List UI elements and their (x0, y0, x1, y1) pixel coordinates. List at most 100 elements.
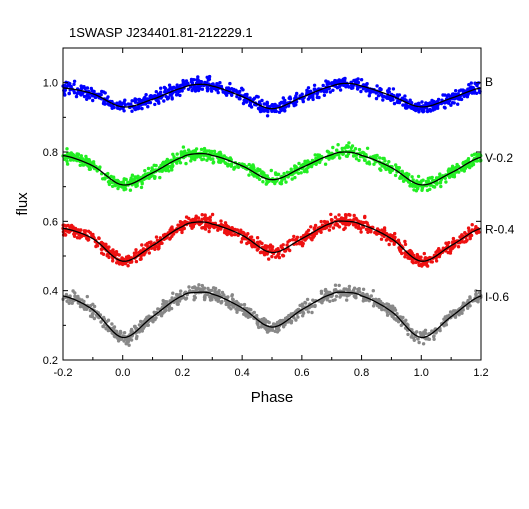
data-point (84, 306, 89, 310)
data-point (228, 81, 232, 86)
data-point (336, 143, 340, 147)
data-point (126, 102, 130, 106)
data-point (301, 310, 305, 314)
data-point (394, 163, 398, 167)
data-point (72, 79, 77, 84)
data-point (344, 216, 348, 220)
data-point (212, 149, 217, 153)
data-point (196, 216, 201, 220)
data-point (154, 90, 158, 94)
data-point (411, 178, 415, 182)
data-point (82, 94, 87, 99)
data-point (175, 152, 179, 156)
data-point (255, 94, 259, 99)
data-point (196, 88, 201, 93)
data-point (167, 307, 171, 312)
data-point (242, 98, 246, 103)
data-point (382, 226, 387, 230)
data-point (200, 87, 205, 91)
data-point (218, 81, 222, 85)
data-point (403, 239, 407, 244)
data-point (106, 180, 111, 184)
data-point (384, 231, 389, 236)
data-point (306, 310, 311, 314)
data-point (187, 285, 191, 289)
data-point (211, 286, 216, 290)
data-point (430, 175, 434, 180)
data-point (107, 255, 111, 260)
series-label: R-0.4 (485, 222, 515, 236)
data-point (267, 257, 271, 261)
data-point (208, 215, 212, 219)
data-point (101, 177, 105, 181)
data-point (311, 304, 315, 308)
data-point (154, 316, 158, 320)
data-point (355, 87, 360, 91)
data-point (375, 232, 379, 236)
data-point (129, 178, 133, 182)
data-point (468, 165, 472, 170)
data-point (220, 290, 225, 295)
data-point (90, 312, 95, 316)
data-point (398, 175, 403, 179)
data-point (300, 302, 304, 306)
data-point (133, 175, 137, 179)
axis-layer: -0.2 0.0 0.2 0.4 0.6 0.8 1.0 1.2 0.2 0.4 0.6 0.8 1.0 (43, 48, 489, 379)
data-point (145, 97, 150, 101)
data-point (225, 86, 229, 90)
data-point (209, 294, 213, 298)
data-point (200, 213, 204, 217)
data-point (424, 261, 428, 265)
series-layer (61, 74, 483, 347)
series-labels: B V-0.2 R-0.4 I-0.6 (485, 75, 515, 304)
data-point (189, 77, 194, 82)
data-point (288, 248, 292, 253)
data-point (103, 102, 107, 106)
data-point (179, 289, 183, 293)
data-point (403, 94, 407, 98)
data-point (162, 99, 166, 103)
data-point (71, 289, 75, 293)
data-point (338, 295, 342, 299)
data-point (104, 327, 108, 331)
data-point (106, 328, 111, 333)
data-point (147, 251, 151, 255)
data-point (219, 301, 223, 305)
data-point (416, 186, 420, 190)
data-point (417, 101, 421, 106)
data-point (139, 249, 143, 253)
data-point (148, 94, 152, 99)
data-point (325, 82, 329, 86)
data-point (364, 220, 368, 224)
data-point (450, 164, 455, 168)
data-point (280, 178, 284, 183)
data-point (296, 315, 300, 319)
data-point (94, 244, 98, 249)
data-point (303, 300, 307, 305)
data-point (261, 324, 266, 328)
data-point (154, 235, 159, 239)
data-point (283, 249, 287, 253)
data-point (94, 95, 98, 99)
data-point (319, 291, 324, 295)
data-point (203, 215, 207, 220)
data-point (214, 88, 218, 92)
data-point (90, 89, 94, 93)
data-point (144, 243, 148, 247)
data-point (371, 304, 376, 308)
data-point (468, 235, 472, 240)
data-point (272, 322, 277, 327)
data-point (357, 147, 362, 152)
data-point (282, 171, 286, 176)
y-tick-label: 0.2 (43, 355, 58, 367)
data-point (250, 172, 255, 176)
data-point (85, 93, 90, 97)
data-point (277, 255, 282, 260)
data-point (103, 91, 107, 95)
data-point (88, 167, 93, 171)
data-point (229, 157, 233, 162)
data-point (367, 94, 371, 98)
data-point (295, 91, 299, 96)
data-point (200, 226, 204, 230)
